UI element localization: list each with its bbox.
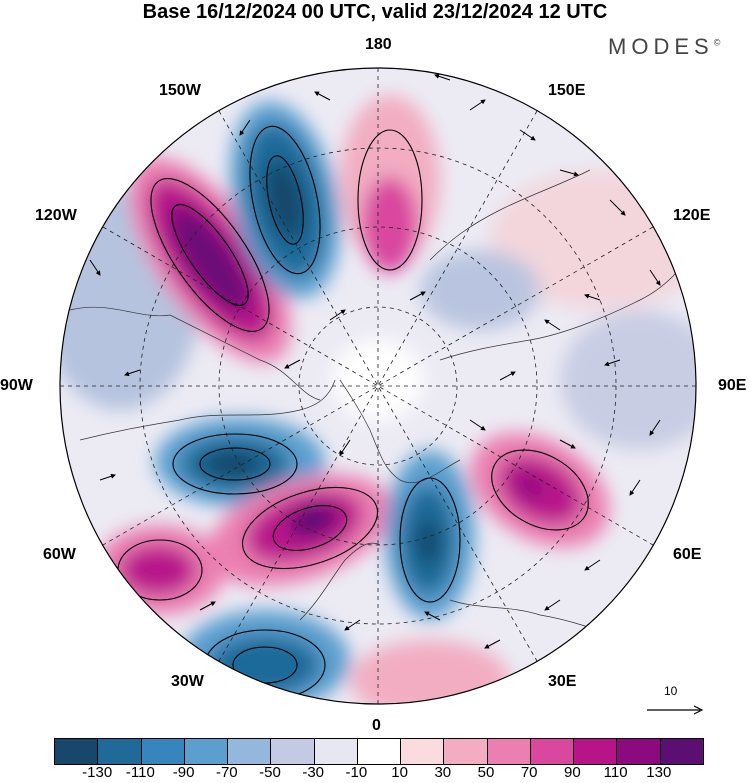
colorbar-tick-label: 90 xyxy=(564,764,581,781)
lon-label-0: 0 xyxy=(372,717,381,734)
colorbar-tick-label: -30 xyxy=(302,764,325,781)
colorbar-segment xyxy=(271,739,315,764)
colorbar-segment xyxy=(574,739,618,764)
graticule xyxy=(60,68,696,704)
colorbar-segment xyxy=(401,739,445,764)
colorbar-tick-label: -90 xyxy=(172,764,195,781)
colorbar-segment xyxy=(98,739,142,764)
colorbar-segment xyxy=(487,739,531,764)
colorbar-tick-label: 110 xyxy=(603,764,628,781)
lon-label-120e: 120E xyxy=(673,207,711,224)
modes-logo: MODES© xyxy=(608,34,720,60)
colorbar-tick-label: 70 xyxy=(520,764,538,781)
lon-label-90e: 90E xyxy=(718,377,747,394)
colorbar-segment xyxy=(141,739,185,764)
lon-label-90w: 90W xyxy=(0,377,33,394)
colorbar-segment xyxy=(530,739,575,764)
colorbar-segment xyxy=(228,739,272,764)
lon-label-30w: 30W xyxy=(171,673,204,690)
colorbar-segment xyxy=(617,739,661,764)
colorbar-segment xyxy=(660,739,703,764)
colorbar-segment xyxy=(55,739,99,764)
colorbar-tick-label: 130 xyxy=(646,764,672,781)
map-title: Base 16/12/2024 00 UTC, valid 23/12/2024… xyxy=(142,1,608,23)
anomaly-field xyxy=(60,68,696,704)
lon-label-150w: 150W xyxy=(159,82,201,99)
lon-label-60e: 60E xyxy=(673,546,702,563)
colorbar-tick-label: -70 xyxy=(215,764,238,781)
colorbar-segment xyxy=(444,739,488,764)
arctic-light-negative xyxy=(420,250,540,330)
colorbar-tick-label: -130 xyxy=(82,764,113,781)
brand-text: MODES xyxy=(608,34,714,59)
colorbar-tick-label: -110 xyxy=(125,764,155,781)
colorbar-tick-label: 50 xyxy=(477,764,495,781)
colorbar-tick-label: 30 xyxy=(434,764,452,781)
copyright-mark: © xyxy=(713,37,721,48)
wind-vectors xyxy=(89,73,661,649)
colorbar-tick-label: -50 xyxy=(259,764,281,781)
lon-label-150e: 150E xyxy=(548,82,586,99)
colorbar xyxy=(54,738,704,765)
colorbar-segment xyxy=(357,739,402,764)
lon-label-30e: 30E xyxy=(548,673,577,690)
colorbar-segment xyxy=(184,739,229,764)
lon-label-120w: 120W xyxy=(35,207,77,224)
map-border xyxy=(59,67,697,705)
colorbar-tick-label: -10 xyxy=(345,764,368,781)
lon-label-180: 180 xyxy=(365,36,392,53)
vector-scale-label: 10 xyxy=(664,684,678,698)
asia-light-negative xyxy=(560,310,696,450)
colorbar-segment xyxy=(314,739,358,764)
lon-label-60w: 60W xyxy=(43,546,76,563)
colorbar-tick-label: 10 xyxy=(391,764,408,781)
arrow-right-icon xyxy=(647,705,704,715)
